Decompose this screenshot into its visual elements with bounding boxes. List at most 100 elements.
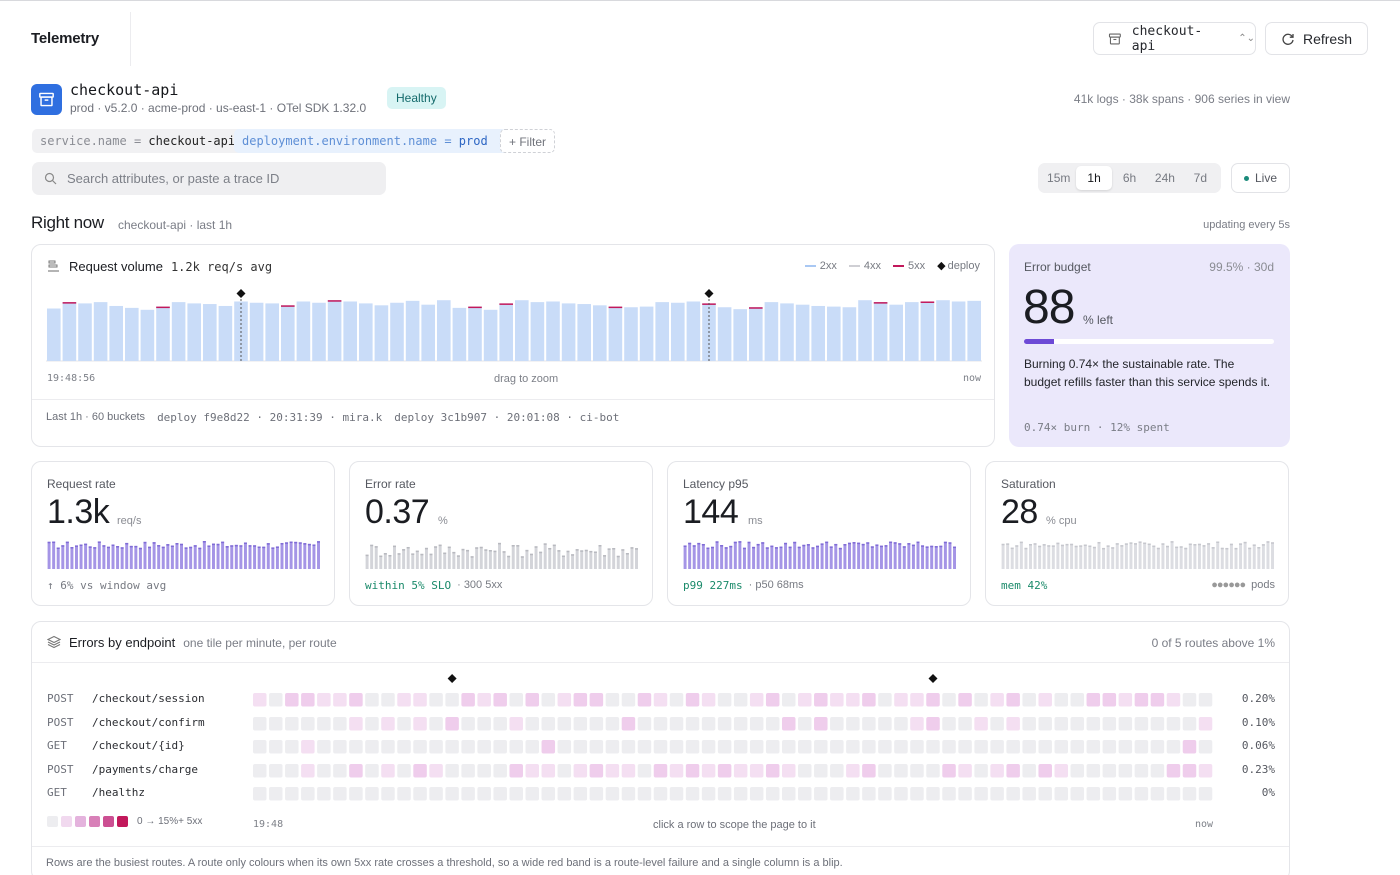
time-range-24h[interactable]: 24h <box>1154 171 1175 185</box>
live-toggle[interactable]: Live <box>1231 163 1290 193</box>
spark-edge <box>1042 544 1046 546</box>
spark-bar <box>898 543 902 569</box>
heat-tile <box>1182 693 1197 707</box>
spark-edge <box>1257 547 1261 549</box>
spark-bar <box>307 543 311 569</box>
heat-tile <box>1198 693 1213 707</box>
metric-card-saturation[interactable]: Saturation 28 % cpu mem 42% ●●●●●● pods <box>985 461 1289 606</box>
spark-bar <box>138 547 142 569</box>
spark-bar <box>752 546 756 569</box>
spark-edge <box>788 546 792 549</box>
heat-tile <box>1006 740 1020 754</box>
spark-edge <box>216 543 220 546</box>
metric-card-latency[interactable]: Latency p95 144 ms p99 227ms · p50 68ms <box>667 461 971 606</box>
spark-bar <box>1051 545 1055 569</box>
route-path[interactable]: /checkout/confirm <box>92 716 205 729</box>
time-range-15m[interactable]: 15m <box>1047 171 1071 185</box>
spark-edge <box>239 545 243 547</box>
request-volume-chart[interactable] <box>46 289 982 365</box>
spark-bar <box>447 546 451 569</box>
spark-edge <box>1019 541 1023 544</box>
heat-tile <box>669 717 684 731</box>
heat-tile <box>749 693 764 707</box>
heat-tile <box>653 787 668 801</box>
spark-edge <box>1111 547 1115 549</box>
spark-edge <box>943 541 947 544</box>
service-select[interactable]: checkout-api ⌃⌄ <box>1093 22 1256 55</box>
heat-tile <box>285 693 299 707</box>
metric-card-error-rate[interactable]: Error rate 0.37 % within 5% SLO · 300 5xx <box>349 461 653 606</box>
spark-edge <box>402 549 406 551</box>
metric-footer: mem 42% ●●●●●● pods <box>1001 579 1275 592</box>
spark-edge <box>797 546 801 549</box>
route-path[interactable]: /checkout/{id} <box>92 739 185 752</box>
time-range-6h[interactable]: 6h <box>1122 171 1137 185</box>
time-range-7d[interactable]: 7d <box>1193 171 1207 185</box>
volume-bar <box>109 305 123 361</box>
heat-tile <box>541 787 556 801</box>
volume-bar <box>608 306 623 361</box>
live-label: Live <box>1254 171 1277 185</box>
spark-edge <box>289 541 293 544</box>
spark-bar <box>852 542 856 569</box>
spark-bar <box>97 541 101 569</box>
search-input[interactable]: Search attributes, or paste a trace ID <box>32 162 386 195</box>
spark-bar <box>365 554 369 569</box>
archive-icon <box>39 92 54 107</box>
filter-chip-service[interactable]: service.name = checkout-api <box>32 129 244 153</box>
heat-tile <box>894 717 908 731</box>
route-path[interactable]: /payments/charge <box>92 763 198 776</box>
deploy-note[interactable]: deploy f9e8d22 · 20:31:39 · mira.k <box>157 411 383 424</box>
heat-tile <box>429 693 443 707</box>
spark-edge <box>498 542 501 545</box>
spark-edge <box>129 545 133 548</box>
spark-bar <box>802 544 806 569</box>
heat-tile <box>974 787 988 801</box>
spark-edge <box>1010 547 1014 550</box>
heat-tile <box>397 764 411 778</box>
heat-tile <box>413 717 427 731</box>
heat-tile <box>701 740 716 754</box>
heat-tile <box>349 717 363 731</box>
filter-chip-environment[interactable]: deployment.environment.name = prod × <box>234 129 515 153</box>
metric-unit: % <box>438 515 448 527</box>
request-volume-avg: 1.2k req/s avg <box>170 260 273 274</box>
spark-edge <box>429 553 433 556</box>
spark-edge <box>1248 547 1252 550</box>
spark-edge <box>134 545 138 548</box>
spark-edge <box>784 542 788 545</box>
heat-tile <box>637 787 652 801</box>
volume-bar <box>483 309 498 361</box>
spark-edge <box>530 553 533 556</box>
spark-bar <box>706 547 710 569</box>
volume-bar <box>468 306 482 361</box>
error-heatmap[interactable] <box>253 670 1215 810</box>
metric-card-request-rate[interactable]: Request rate 1.3k req/s ↑ 6% vs window a… <box>31 461 335 606</box>
spark-bar <box>557 550 561 569</box>
refresh-button[interactable]: Refresh <box>1265 22 1368 55</box>
spark-edge <box>829 546 833 548</box>
route-method: POST <box>47 716 74 729</box>
spark-bar <box>75 545 78 569</box>
spark-bar <box>466 549 470 569</box>
update-interval: updating every 5s <box>1203 219 1290 231</box>
heat-tile <box>974 693 988 707</box>
spark-bar <box>202 541 206 569</box>
spark-edge <box>921 545 925 547</box>
add-filter-button[interactable]: + Filter <box>500 129 556 153</box>
route-path[interactable]: /healthz <box>92 786 145 799</box>
spark-edge <box>793 541 797 544</box>
spark-bar <box>253 545 257 569</box>
spark-edge <box>1188 543 1192 546</box>
spark-edge <box>75 545 78 547</box>
time-range-1h[interactable]: 1h <box>1076 166 1112 190</box>
deploy-note[interactable]: deploy 3c1b907 · 20:01:08 · ci-bot <box>394 411 620 424</box>
spark-bar <box>479 546 483 569</box>
volume-bar <box>811 305 825 361</box>
spark-bar <box>884 545 888 569</box>
heat-tile <box>926 693 940 707</box>
route-path[interactable]: /checkout/session <box>92 692 205 705</box>
spark-bar <box>621 549 625 569</box>
heat-tile <box>733 787 748 801</box>
volume-bar <box>265 303 279 361</box>
